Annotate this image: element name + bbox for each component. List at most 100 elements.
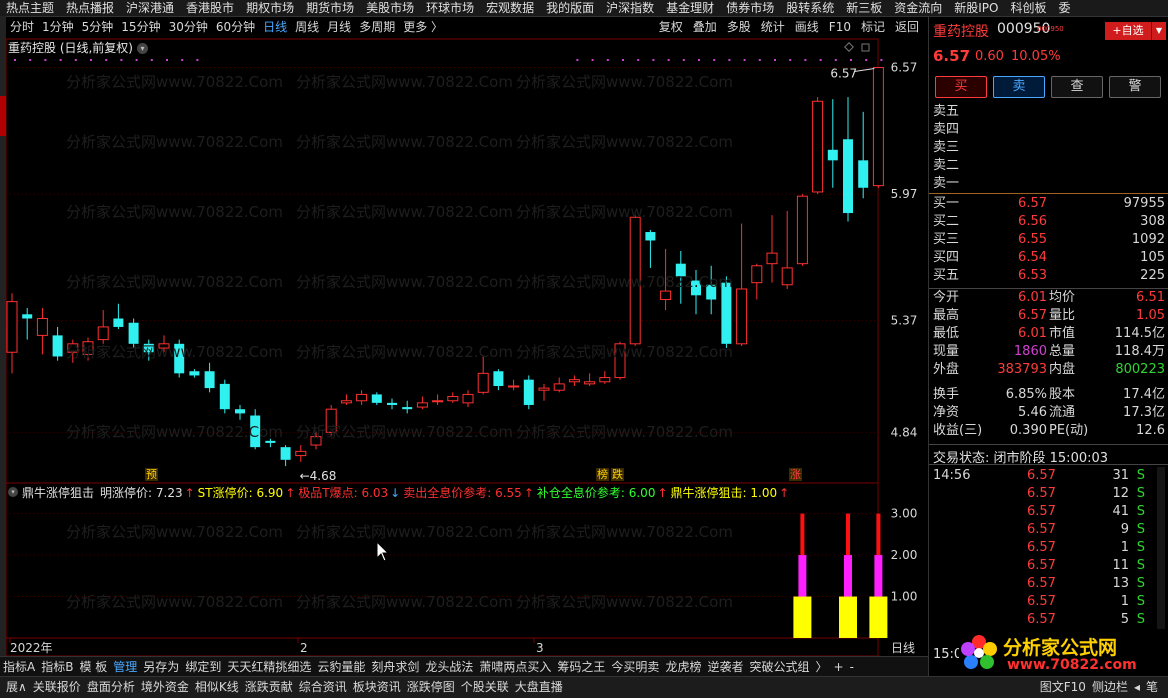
period-tab[interactable]: 更多 〉 bbox=[403, 20, 444, 34]
status-bar-item[interactable]: 大盘直播 bbox=[514, 680, 563, 694]
candle[interactable] bbox=[843, 97, 853, 222]
candle[interactable] bbox=[235, 404, 245, 420]
status-bar-item[interactable]: 盘面分析 bbox=[86, 680, 135, 694]
chart-tool-button[interactable]: 画线 bbox=[794, 20, 819, 34]
top-nav-item[interactable]: 科创板 bbox=[1010, 1, 1047, 15]
formula-tab[interactable]: - bbox=[849, 660, 854, 674]
top-nav-item[interactable]: 宏观数据 bbox=[486, 1, 535, 15]
status-bar-item[interactable]: 涨跌停图 bbox=[406, 680, 455, 694]
candle[interactable] bbox=[82, 337, 94, 361]
add-watchlist-button[interactable]: +自选 bbox=[1105, 22, 1151, 40]
top-nav-item[interactable]: 委 bbox=[1058, 1, 1071, 15]
indicator-toggle-icon[interactable]: ▾ bbox=[8, 487, 18, 497]
order-sell-row[interactable]: 卖一 bbox=[933, 175, 1165, 193]
candle[interactable] bbox=[736, 223, 748, 346]
event-mark[interactable]: 跌 bbox=[612, 467, 623, 481]
formula-tab[interactable]: 龙虎榜 bbox=[665, 660, 702, 674]
candle[interactable] bbox=[796, 194, 808, 266]
candle[interactable] bbox=[599, 371, 611, 384]
candle[interactable] bbox=[660, 248, 672, 311]
candle[interactable] bbox=[387, 398, 397, 410]
candle[interactable] bbox=[812, 97, 824, 195]
candle[interactable] bbox=[493, 369, 504, 391]
candle[interactable] bbox=[538, 383, 550, 401]
formula-tab[interactable]: 〉 bbox=[815, 660, 828, 674]
candle[interactable] bbox=[645, 229, 656, 268]
period-tab[interactable]: 月线 bbox=[327, 20, 352, 34]
trade-action-button[interactable]: 买 bbox=[935, 76, 987, 98]
period-tab[interactable]: 周线 bbox=[295, 20, 320, 34]
top-nav-item[interactable]: 热点主题 bbox=[6, 1, 55, 15]
period-tab[interactable]: 15分钟 bbox=[121, 20, 161, 34]
watchlist-dropdown-icon[interactable]: ▼ bbox=[1151, 22, 1166, 40]
candle[interactable] bbox=[143, 339, 154, 361]
candle[interactable] bbox=[858, 111, 869, 199]
order-buy-row[interactable]: 买三 6.55 1092 bbox=[933, 231, 1165, 249]
top-nav-item[interactable]: 沪深港通 bbox=[126, 1, 175, 15]
period-tab[interactable]: 日线 bbox=[263, 20, 288, 34]
top-nav-item[interactable]: 新股IPO bbox=[954, 1, 999, 15]
order-sell-row[interactable]: 卖四 bbox=[933, 121, 1165, 139]
formula-tab[interactable]: 逆袭者 bbox=[707, 660, 744, 674]
trades-scrollbar[interactable] bbox=[1157, 467, 1165, 647]
order-sell-row[interactable]: 卖五 bbox=[933, 103, 1165, 121]
candle[interactable] bbox=[189, 369, 200, 378]
candle[interactable] bbox=[477, 356, 489, 395]
indicator-bar[interactable] bbox=[793, 513, 812, 638]
formula-tab[interactable]: 刻舟求剑 bbox=[371, 660, 420, 674]
candle[interactable] bbox=[158, 335, 170, 353]
status-bar-right-item[interactable]: 侧边栏 bbox=[1091, 680, 1128, 694]
square-icon[interactable] bbox=[861, 43, 870, 52]
formula-tab[interactable]: 绑定到 bbox=[185, 660, 222, 674]
order-buy-row[interactable]: 买二 6.56 308 bbox=[933, 213, 1165, 231]
candle[interactable] bbox=[872, 67, 884, 188]
candle[interactable] bbox=[97, 310, 109, 344]
formula-tab[interactable]: 突破公式组 bbox=[749, 660, 810, 674]
candle[interactable] bbox=[356, 390, 368, 405]
candle[interactable] bbox=[523, 375, 534, 410]
chevron-down-icon[interactable]: ▾ bbox=[137, 43, 148, 54]
candle[interactable] bbox=[553, 377, 565, 393]
chart-tool-button[interactable]: 统计 bbox=[760, 20, 785, 34]
formula-tab[interactable]: 指标A bbox=[3, 660, 36, 674]
candle[interactable] bbox=[128, 318, 139, 349]
status-bar-right-item[interactable]: ◂ bbox=[1133, 680, 1140, 694]
trade-action-button[interactable]: 查 bbox=[1051, 76, 1103, 98]
order-sell-row[interactable]: 卖二 bbox=[933, 157, 1165, 175]
top-nav-item[interactable]: 香港股市 bbox=[186, 1, 235, 15]
top-nav-item[interactable]: 债券市场 bbox=[726, 1, 775, 15]
candle[interactable] bbox=[204, 362, 215, 393]
chart-tool-button[interactable]: 叠加 bbox=[692, 20, 717, 34]
status-bar-right-item[interactable]: 图文F10 bbox=[1039, 680, 1086, 694]
trade-action-button[interactable]: 卖 bbox=[993, 76, 1045, 98]
candle[interactable] bbox=[675, 251, 686, 304]
chart-tool-button[interactable]: 多股 bbox=[726, 20, 751, 34]
kline-chart[interactable]: 6.57 5.97 5.37 4.84 6.57 ←4.68 预 榜跌 涨 3.00 2.00 1.0… bbox=[6, 17, 928, 656]
period-tab[interactable]: 60分钟 bbox=[215, 20, 256, 34]
period-tab[interactable]: 30分钟 bbox=[168, 20, 208, 34]
candle[interactable] bbox=[67, 339, 79, 363]
event-mark[interactable]: 预 bbox=[146, 468, 157, 481]
candle[interactable] bbox=[371, 392, 382, 405]
indicator-bar[interactable] bbox=[869, 513, 888, 638]
formula-tab[interactable]: 模 板 bbox=[79, 660, 108, 674]
event-mark[interactable]: 涨 bbox=[790, 468, 801, 481]
candle[interactable] bbox=[340, 394, 352, 405]
candle[interactable] bbox=[295, 445, 307, 462]
candle[interactable] bbox=[462, 390, 474, 408]
status-bar-item[interactable]: 涨跌贡献 bbox=[244, 680, 293, 694]
candle[interactable] bbox=[629, 215, 641, 346]
formula-tab[interactable]: 云豹量能 bbox=[317, 660, 366, 674]
candle[interactable] bbox=[113, 303, 124, 330]
top-nav-item[interactable]: 期权市场 bbox=[246, 1, 295, 15]
candle[interactable] bbox=[36, 307, 48, 355]
top-nav-item[interactable]: 热点播报 bbox=[66, 1, 115, 15]
candle[interactable] bbox=[584, 373, 596, 386]
formula-tab[interactable]: 管理 bbox=[113, 660, 138, 674]
period-tab[interactable]: 1分钟 bbox=[42, 20, 74, 34]
chart-tool-button[interactable]: F10 bbox=[828, 20, 851, 34]
period-tab[interactable]: 多周期 bbox=[359, 20, 396, 34]
top-nav-item[interactable]: 沪深指数 bbox=[606, 1, 655, 15]
status-bar-item[interactable]: 个股关联 bbox=[460, 680, 509, 694]
status-bar-right-item[interactable]: 笔 bbox=[1145, 680, 1158, 694]
